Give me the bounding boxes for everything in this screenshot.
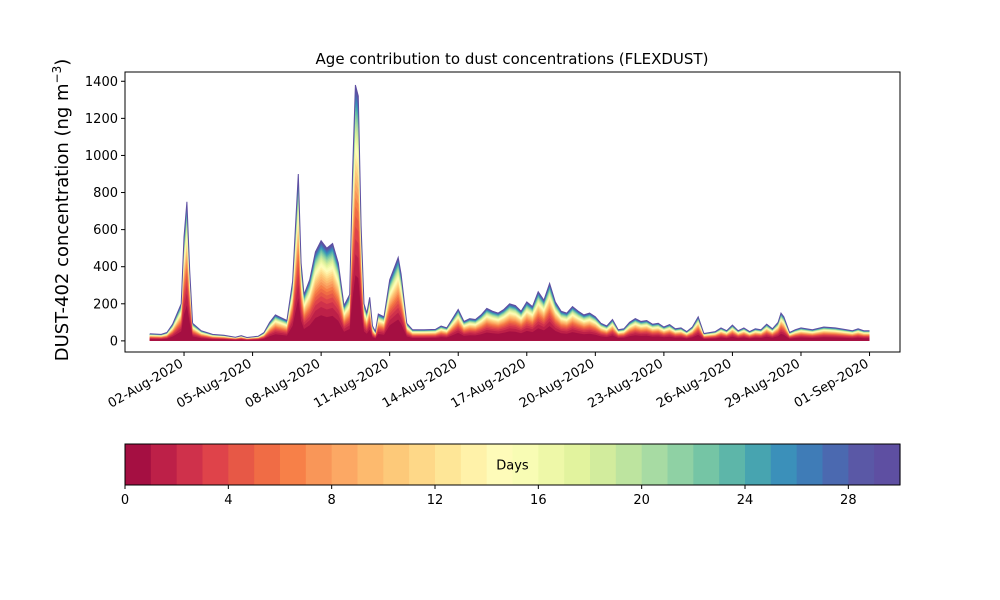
colorbar-segment [150,444,178,485]
y-axis: 0 200 400 600 800 1000 1200 1400 [85,75,125,349]
colorbar-segment [125,444,152,485]
colorbar-segment [176,444,204,485]
y-tick-label: 0 [110,334,118,349]
axes-frame [124,71,901,353]
colorbar-segment [305,444,333,485]
chart-title: Age contribution to dust concentrations … [316,50,709,68]
colorbar-tick-label: 16 [530,493,547,508]
x-tick-label: 23-Aug-2020 [586,356,666,411]
colorbar-segment [770,444,798,485]
colorbar-frame [124,443,901,486]
colorbar-segment [874,444,901,485]
age-band-28 [149,88,870,341]
y-tick-label: 1200 [85,112,118,127]
total-envelope-line [149,84,870,339]
colorbar-segment [822,444,849,485]
y-tick-label: 800 [93,186,118,201]
y-tick-label: 200 [93,297,118,312]
x-tick-label: 11-Aug-2020 [311,356,391,411]
colorbar-segment [667,444,694,485]
colorbar-segment [331,444,359,485]
y-tick-label: 1400 [85,75,118,90]
colorbar-segment [564,444,591,485]
colorbar: Days 0 4 8 12 16 20 24 28 [121,443,901,508]
colorbar-segment [460,444,488,485]
colorbar-segment [435,444,462,485]
colorbar-segment [641,444,669,485]
colorbar-label: Days [496,459,529,474]
x-tick-label: 17-Aug-2020 [448,356,528,411]
colorbar-segment [719,444,746,485]
x-tick-label: 08-Aug-2020 [243,356,323,411]
colorbar-segment [796,444,824,485]
colorbar-segment [228,444,255,485]
colorbar-tick-label: 28 [840,493,857,508]
x-axis: 02-Aug-202005-Aug-202008-Aug-202011-Aug-… [106,352,872,412]
plot-area [124,71,901,353]
colorbar-segment [254,444,281,485]
x-tick-label: 29-Aug-2020 [723,356,803,411]
colorbar-tick-label: 4 [224,493,232,508]
x-tick-label: 26-Aug-2020 [654,356,734,411]
colorbar-segment [848,444,875,485]
colorbar-segment [486,444,514,485]
colorbar-segment [538,444,565,485]
colorbar-segment [693,444,720,485]
colorbar-segment [512,444,539,485]
y-tick-label: 1000 [85,149,118,164]
x-tick-label: 14-Aug-2020 [380,356,460,411]
colorbar-segment [202,444,229,485]
colorbar-tick-label: 8 [328,493,336,508]
colorbar-segment [615,444,643,485]
colorbar-segment [357,444,384,485]
x-tick-label: 01-Sep-2020 [792,356,872,411]
x-tick-label: 02-Aug-2020 [106,356,186,411]
colorbar-tick-label: 20 [633,493,650,508]
colorbar-segment [383,444,410,485]
colorbar-segment [745,444,772,485]
y-axis-label: DUST-402 concentration (ng m−3) [50,59,73,362]
x-tick-label: 20-Aug-2020 [517,356,597,411]
colorbar-segment [590,444,617,485]
colorbar-tick-label: 12 [427,493,444,508]
colorbar-tick-label: 24 [737,493,754,508]
y-tick-label: 600 [93,223,118,238]
x-tick-label: 05-Aug-2020 [174,356,254,411]
age-band-0 [149,275,870,341]
colorbar-segment [280,444,307,485]
y-tick-label: 400 [93,260,118,275]
colorbar-segment [409,444,436,485]
age-band-29 [149,85,870,341]
colorbar-tick-label: 0 [121,493,129,508]
